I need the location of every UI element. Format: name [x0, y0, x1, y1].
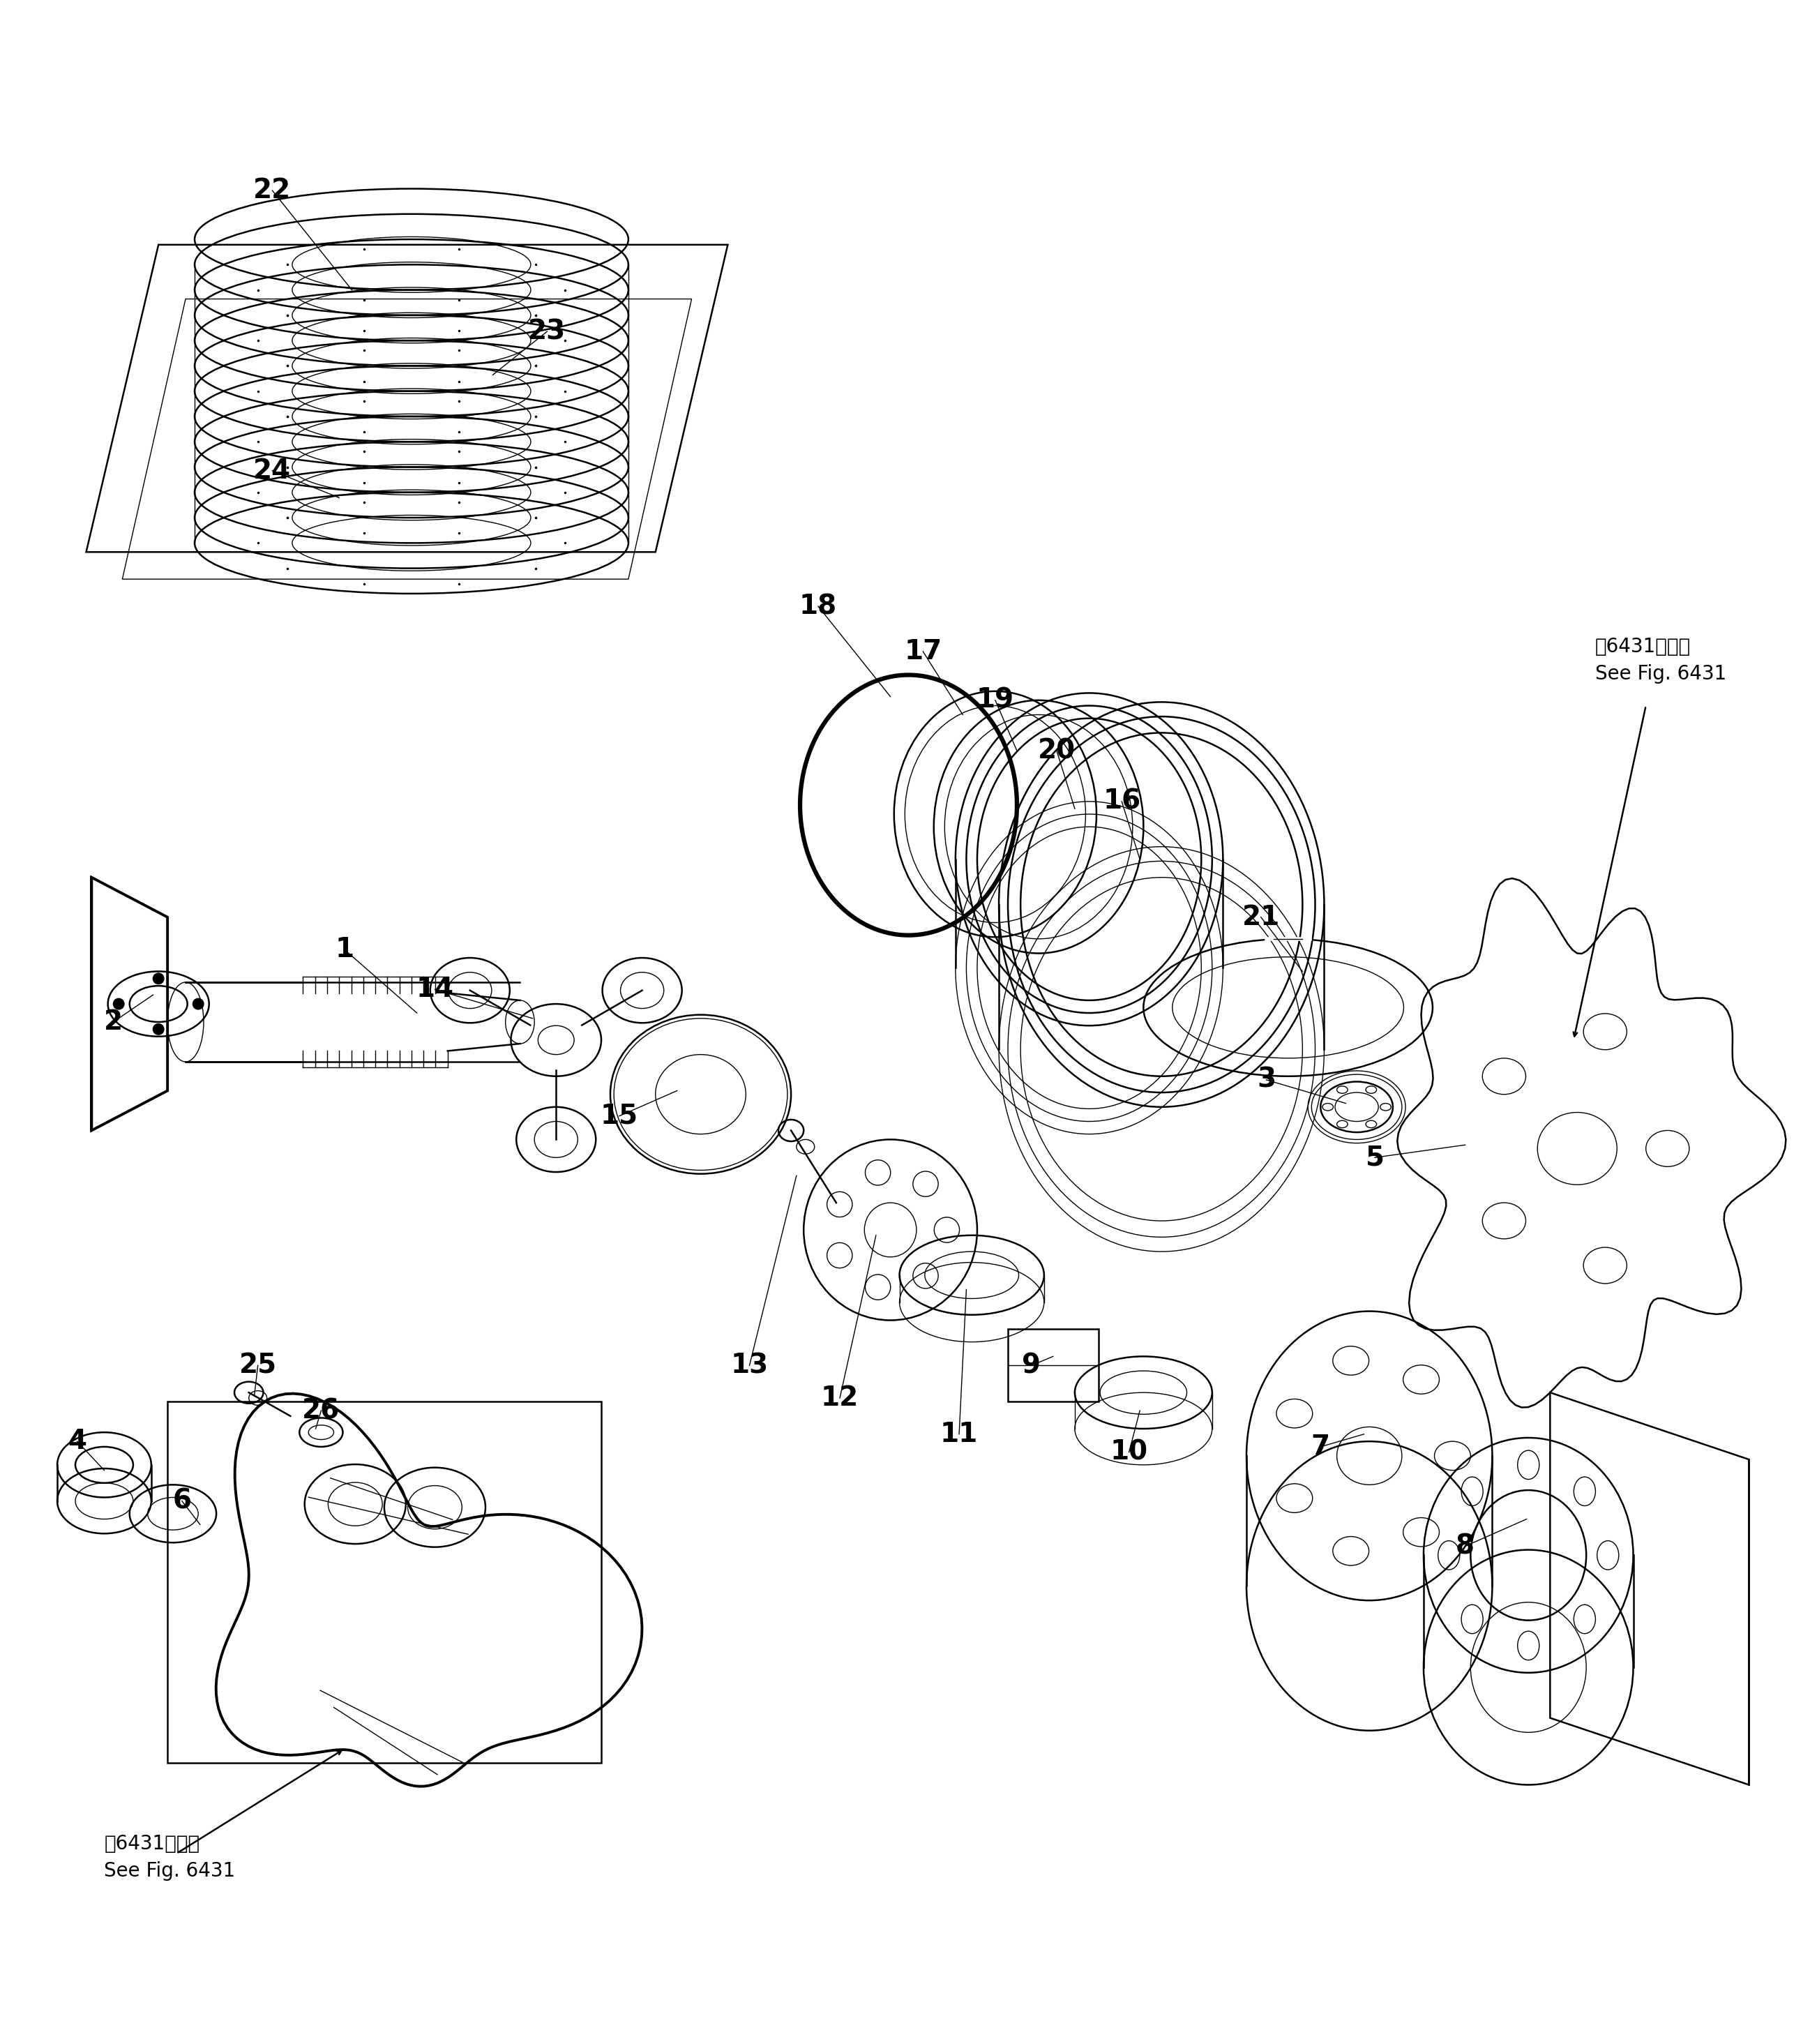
Text: 21: 21: [1243, 903, 1279, 930]
Text: 第6431図参照
See Fig. 6431: 第6431図参照 See Fig. 6431: [1595, 638, 1726, 685]
Text: 第6431図参照
See Fig. 6431: 第6431図参照 See Fig. 6431: [104, 1833, 236, 1880]
Ellipse shape: [113, 1000, 124, 1010]
Text: 5: 5: [1365, 1145, 1385, 1171]
Text: 23: 23: [529, 319, 565, 345]
Text: 26: 26: [302, 1398, 340, 1425]
Text: 3: 3: [1257, 1067, 1276, 1094]
Ellipse shape: [193, 1000, 204, 1010]
Text: 12: 12: [821, 1384, 859, 1410]
Text: 4: 4: [67, 1429, 87, 1455]
Text: 18: 18: [799, 593, 838, 619]
Text: 10: 10: [1110, 1439, 1148, 1466]
Text: 2: 2: [104, 1010, 124, 1034]
Text: 19: 19: [976, 687, 1014, 713]
Text: 9: 9: [1021, 1353, 1041, 1380]
Text: 16: 16: [1103, 789, 1141, 816]
Text: 15: 15: [600, 1104, 638, 1128]
Text: 20: 20: [1038, 738, 1076, 764]
Text: 6: 6: [173, 1488, 191, 1515]
Text: 22: 22: [253, 178, 291, 204]
Text: 7: 7: [1312, 1433, 1330, 1459]
Text: 25: 25: [240, 1353, 276, 1380]
Ellipse shape: [153, 973, 164, 983]
Text: 17: 17: [905, 638, 941, 664]
Text: 13: 13: [730, 1353, 769, 1380]
Text: 1: 1: [334, 936, 354, 963]
Ellipse shape: [153, 1024, 164, 1034]
Text: 14: 14: [416, 977, 454, 1004]
Text: 11: 11: [939, 1421, 978, 1447]
Text: 24: 24: [253, 458, 291, 484]
Text: 8: 8: [1455, 1533, 1475, 1560]
